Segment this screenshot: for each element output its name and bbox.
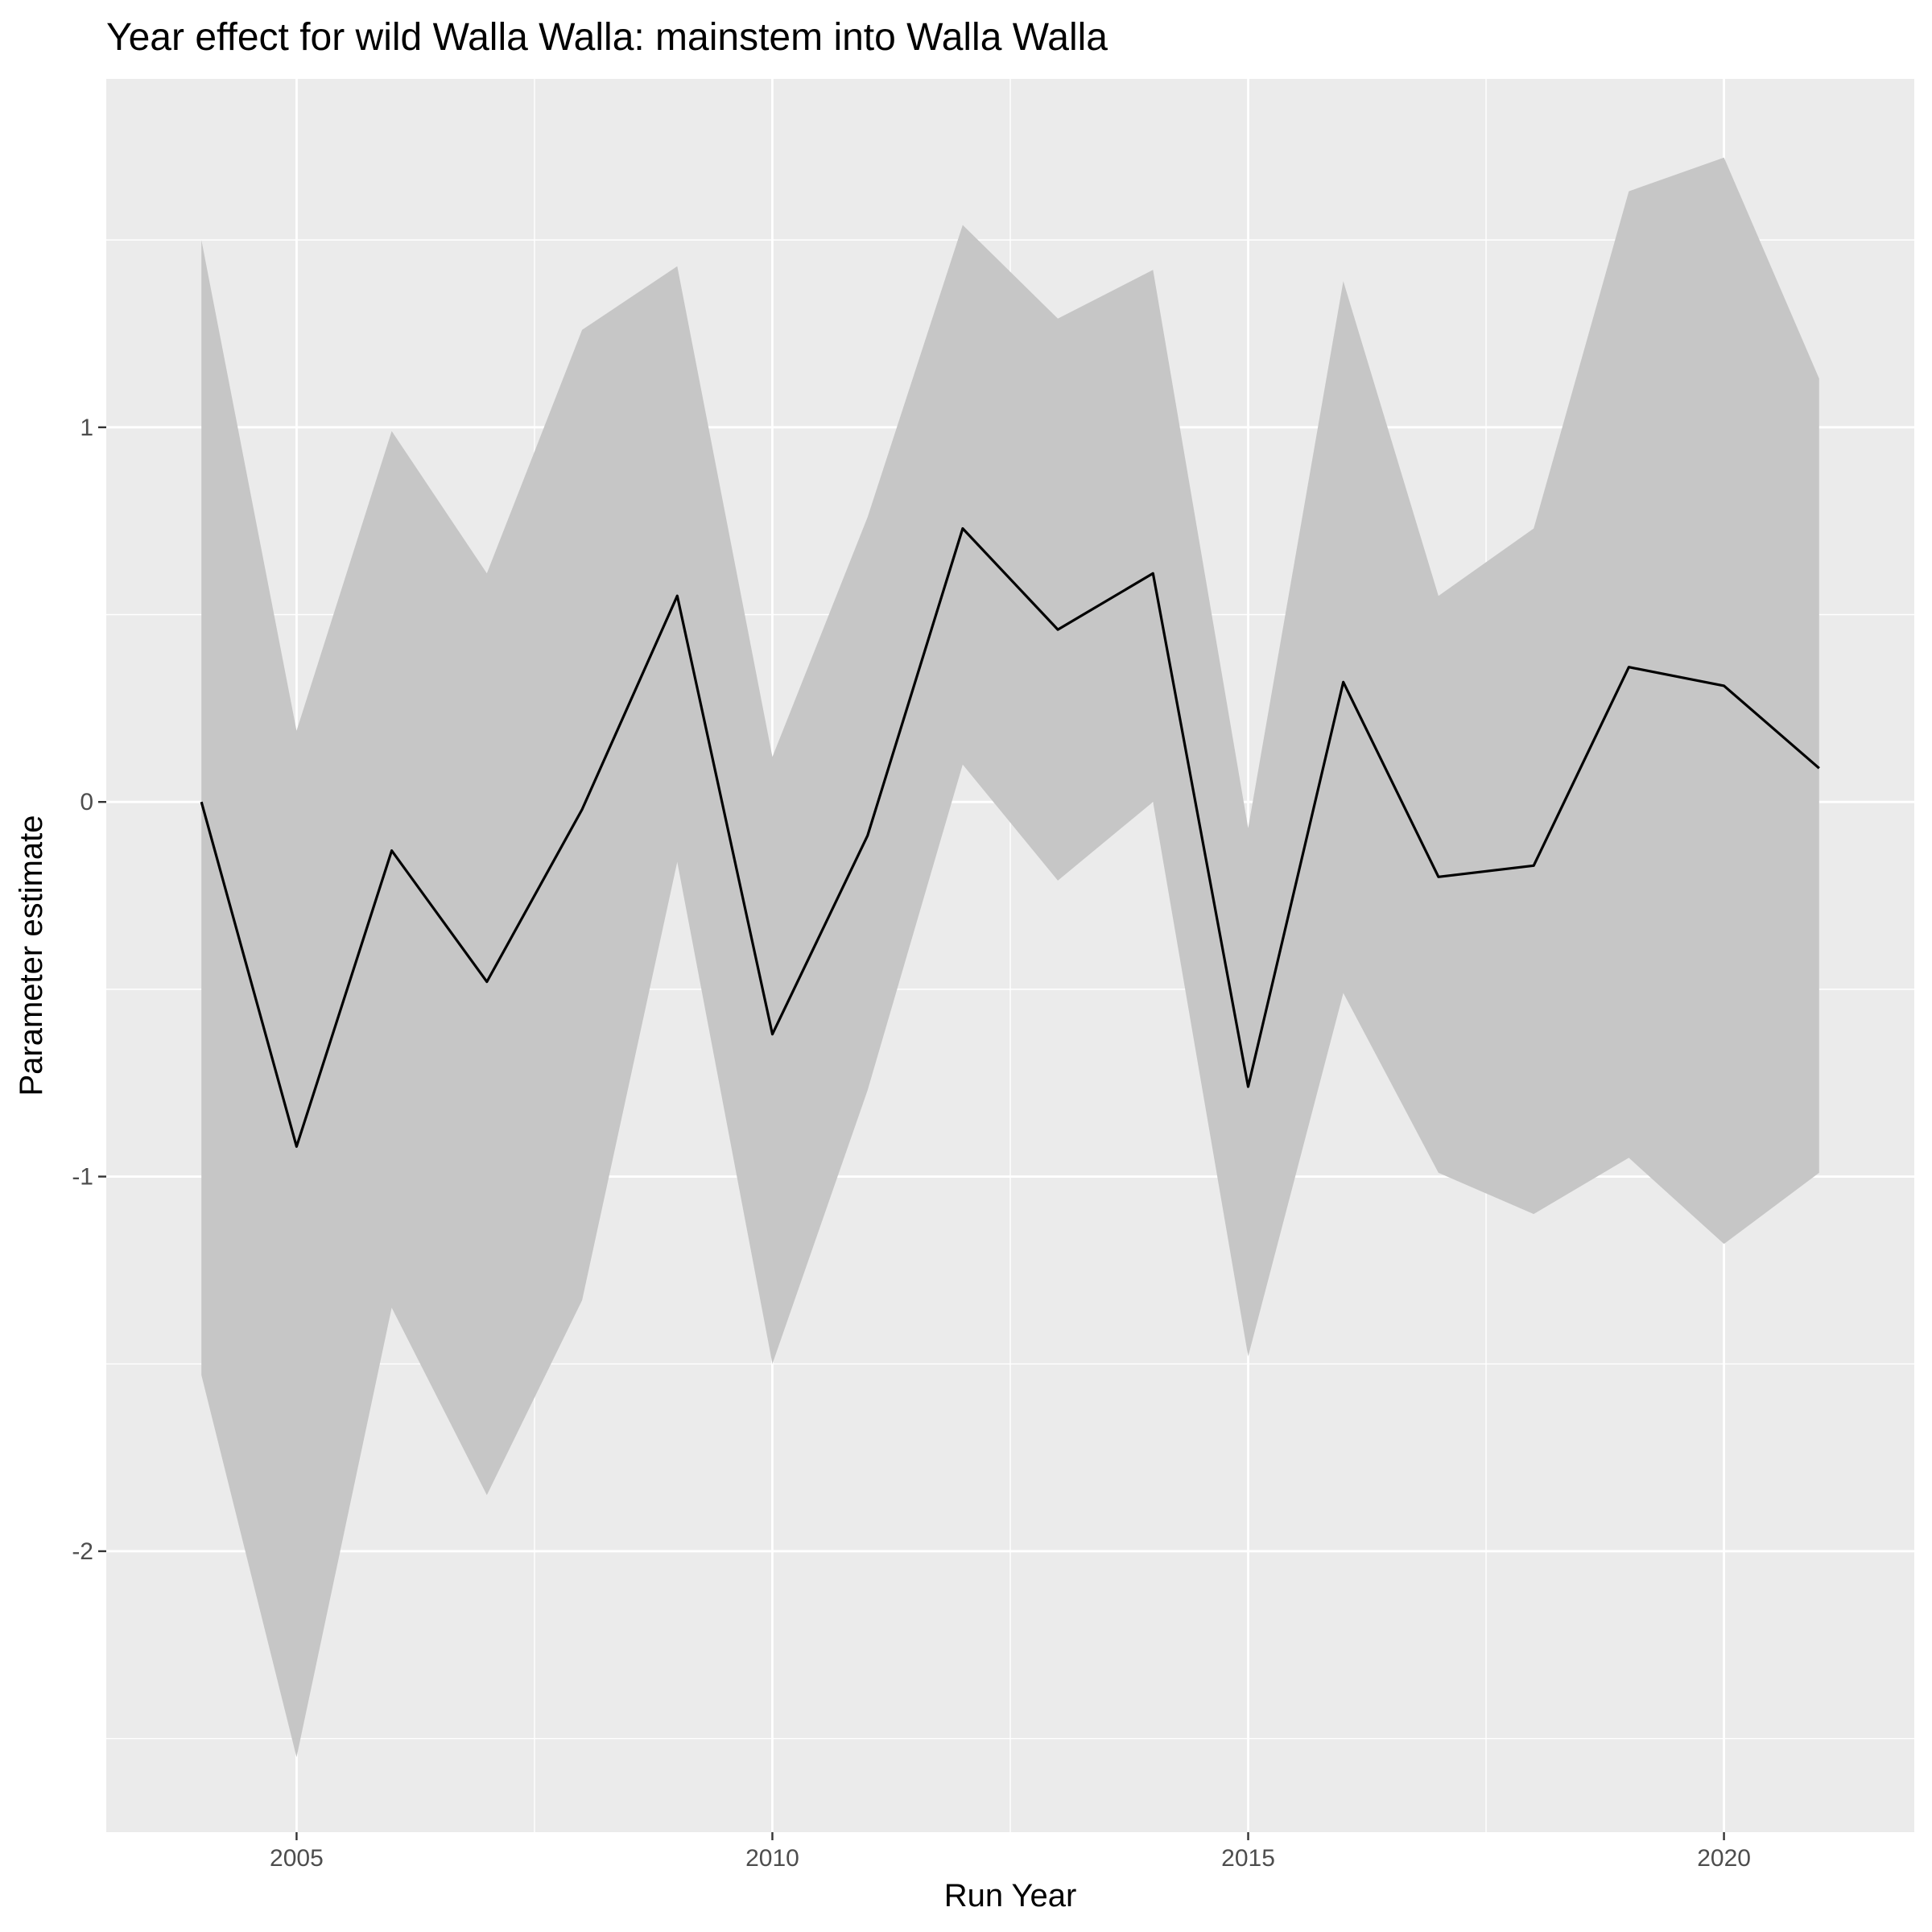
x-axis-title: Run Year [944,1878,1077,1913]
estimate-line [200,526,1820,1148]
confidence-ribbon [201,157,1819,1757]
x-tick-label: 2005 [270,1845,324,1872]
estimate-line-layer [200,526,1820,1148]
x-tick-label: 2010 [745,1845,799,1872]
x-tick-label: 2015 [1221,1845,1275,1872]
chart-title: Year effect for wild Walla Walla: mainst… [106,16,1108,59]
y-axis: -2 -1 0 1 [72,415,106,1565]
confidence-ribbon-layer [201,157,1819,1757]
y-tick-label: 0 [80,789,93,815]
x-tick-label: 2020 [1697,1845,1751,1872]
y-tick-label: -2 [72,1538,93,1565]
y-tick-label: 1 [80,415,93,441]
x-axis: 2005 2010 2015 2020 [270,1832,1751,1872]
y-tick-label: -1 [72,1164,93,1191]
y-axis-title: Parameter estimate [14,815,49,1096]
